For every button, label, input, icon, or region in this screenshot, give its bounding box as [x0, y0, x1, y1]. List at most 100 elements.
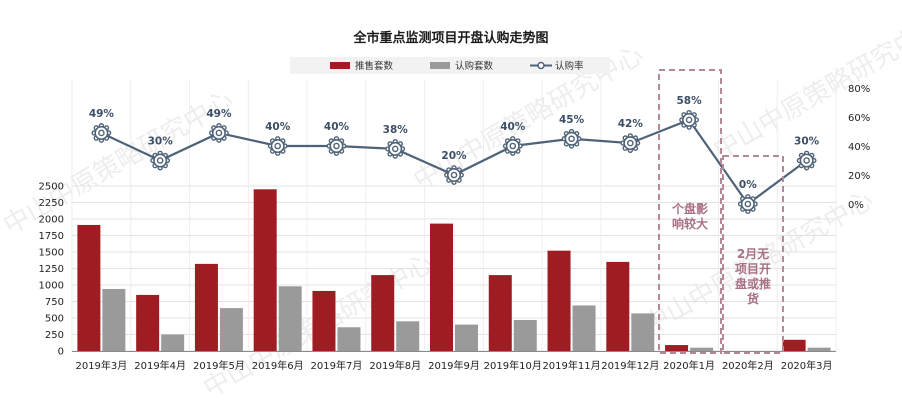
- line-series: 49% 30% 49% 40% 40% 38% 20% 40% 45% 42% 58% 0% 30%: [89, 95, 820, 214]
- y-left-tick-label: 1000: [39, 281, 64, 292]
- rate-marker: [502, 136, 523, 156]
- marker-hub: [509, 142, 517, 150]
- y-axis-left: 0 250 500 750 1000 1250 1500 1750 2000 2250 2500: [39, 182, 64, 358]
- bar-launched: [665, 345, 689, 351]
- y-left-tick-label: 250: [45, 330, 64, 341]
- rate-data-label: 38%: [383, 124, 409, 136]
- y-left-tick-label: 1750: [39, 231, 64, 242]
- y-right-tick-label: 0%: [848, 200, 864, 211]
- marker-hub: [568, 135, 575, 143]
- rate-data-label: 0%: [739, 179, 757, 191]
- annotation-text: 2月无: [737, 247, 769, 261]
- legend-swatch: [330, 62, 350, 69]
- rate-marker: [326, 136, 347, 156]
- bar-series: [77, 189, 831, 351]
- bar-subscribed: [396, 321, 420, 351]
- rate-marker: [209, 123, 229, 143]
- rate-data-label: 40%: [324, 121, 350, 133]
- rate-data-label: 42%: [618, 118, 644, 130]
- bar-subscribed: [161, 334, 185, 351]
- marker-hub: [333, 142, 340, 150]
- bar-subscribed: [455, 324, 478, 351]
- x-tick-label: 2019年11月: [542, 359, 600, 372]
- marker-hub: [98, 129, 105, 137]
- y-left-tick-label: 2000: [39, 215, 64, 226]
- bar-subscribed: [807, 347, 831, 351]
- rate-data-label: 20%: [441, 150, 467, 162]
- bar-launched: [488, 275, 512, 351]
- y-right-tick-label: 20%: [848, 171, 870, 182]
- marker-hub: [744, 200, 752, 208]
- x-tick-label: 2019年9月: [428, 359, 480, 372]
- bar-launched: [136, 294, 160, 351]
- rate-marker: [620, 133, 641, 154]
- bar-launched: [606, 261, 630, 351]
- annotation-box: [722, 155, 784, 354]
- annotation-text: 项目开: [735, 262, 771, 276]
- marker-hub: [450, 171, 458, 179]
- rate-data-label: 30%: [794, 136, 820, 148]
- marker-hub: [391, 145, 399, 153]
- legend-label: 认购套数: [455, 60, 494, 72]
- annotation-box: [658, 69, 722, 354]
- bar-subscribed: [690, 347, 714, 351]
- x-tick-label: 2020年1月: [663, 359, 715, 372]
- legend-label: 推售套数: [355, 60, 394, 72]
- marker-hub: [215, 129, 223, 137]
- rate-marker: [385, 138, 406, 159]
- rate-marker: [150, 150, 171, 171]
- y-right-tick-label: 60%: [848, 113, 870, 124]
- x-tick-label: 2019年4月: [134, 359, 186, 372]
- y-right-tick-label: 80%: [848, 84, 870, 95]
- rate-marker: [796, 150, 817, 171]
- gridlines: [71, 80, 837, 352]
- bar-subscribed: [219, 308, 243, 351]
- x-tick-label: 2020年3月: [781, 359, 833, 372]
- rate-data-label: 49%: [206, 108, 232, 120]
- y-left-tick-label: 2250: [39, 198, 64, 209]
- y-left-tick-label: 500: [45, 314, 64, 325]
- bar-subscribed: [102, 288, 126, 351]
- rate-data-label: 40%: [500, 121, 526, 133]
- legend-swatch: [430, 62, 450, 69]
- legend: 推售套数 认购套数 认购率: [290, 57, 610, 74]
- bar-launched: [312, 290, 336, 351]
- y-left-tick-label: 0: [58, 347, 64, 358]
- x-axis: 2019年3月 2019年4月 2019年5月 2019年6月 2019年7月 2019年…: [72, 351, 836, 372]
- bar-launched: [547, 250, 571, 351]
- marker-hub: [156, 157, 164, 164]
- y-axis-right: 0% 20% 40% 60% 80%: [848, 84, 870, 211]
- annotation-text: 货: [747, 291, 759, 306]
- y-left-tick-label: 1500: [39, 248, 64, 259]
- bar-launched: [430, 223, 453, 351]
- rate-marker: [91, 123, 112, 143]
- bar-launched: [77, 224, 101, 351]
- rate-marker: [267, 136, 288, 156]
- marker-hub: [685, 116, 693, 124]
- bar-launched: [371, 275, 395, 351]
- marker-hub: [627, 139, 634, 147]
- marker-hub: [274, 142, 281, 150]
- rate-data-label: 49%: [89, 108, 115, 120]
- legend-swatch-marker: [537, 61, 545, 70]
- bar-subscribed: [572, 305, 596, 351]
- bar-subscribed: [337, 327, 361, 351]
- x-tick-label: 2019年6月: [252, 359, 304, 372]
- bar-subscribed: [631, 313, 655, 351]
- x-tick-label: 2019年5月: [193, 359, 245, 372]
- rate-data-label: 58%: [677, 95, 703, 107]
- bar-launched: [253, 189, 277, 351]
- bar-launched: [194, 263, 218, 351]
- y-left-tick-label: 2500: [39, 182, 64, 193]
- y-left-tick-label: 1250: [39, 264, 64, 275]
- y-right-tick-label: 40%: [848, 142, 870, 153]
- annotation-text: 响较大: [672, 216, 708, 231]
- x-tick-label: 2019年7月: [311, 359, 363, 372]
- x-tick-label: 2019年3月: [75, 359, 127, 372]
- rate-data-label: 40%: [265, 121, 291, 133]
- rate-marker: [679, 110, 699, 130]
- x-tick-label: 2019年12月: [601, 359, 659, 372]
- legend-label: 认购率: [555, 60, 584, 72]
